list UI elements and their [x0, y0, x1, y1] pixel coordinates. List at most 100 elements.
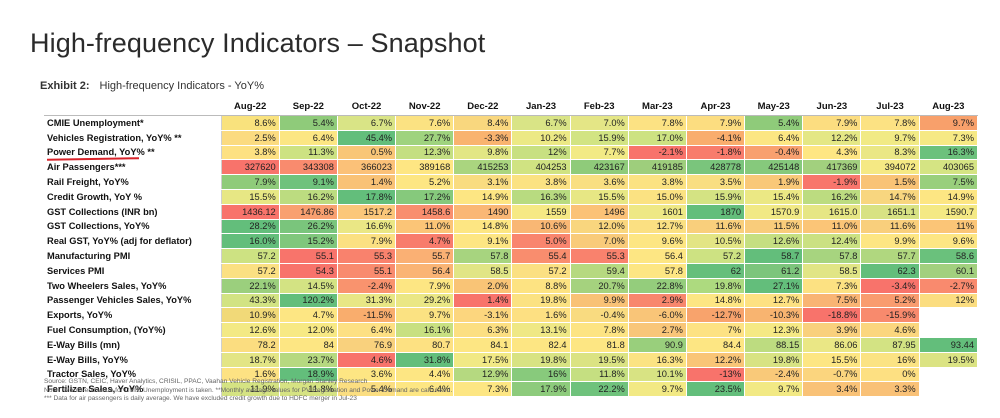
table-cell: 7.8%: [627, 115, 687, 131]
table-cell: 1496: [569, 203, 629, 220]
row-label: Two Wheelers Sales, YoY%: [44, 277, 222, 294]
table-cell: 9.7%: [395, 307, 455, 324]
table-cell: 1490: [453, 203, 513, 220]
table-cell: 9.1%: [278, 174, 338, 190]
exhibit-caption: Exhibit 2: High-frequency Indicators - Yo…: [40, 80, 264, 92]
table-cell: 7.9%: [336, 233, 397, 250]
table-cell: -4.1%: [685, 129, 746, 146]
table-cell: 12.6%: [744, 233, 804, 250]
table-cell: 425148: [744, 159, 804, 176]
table-cell: 27.7%: [395, 129, 455, 146]
table-cell: 120.2%: [278, 292, 338, 309]
table-cell: 7.6%: [395, 115, 455, 131]
table-cell: [918, 322, 979, 338]
table-cell: 13.1%: [511, 322, 571, 338]
column-header: Jun-23: [802, 98, 861, 116]
table-cell: 12.2%: [802, 129, 862, 146]
table-cell: -3.4%: [860, 277, 920, 294]
table-cell: 82.4: [511, 336, 571, 353]
footnote-air-data: *** Data for air passengers is daily ave…: [44, 395, 357, 403]
table-cell: 8.6%: [220, 115, 280, 131]
table-cell: 1.4%: [336, 174, 397, 190]
table-cell: 2.5%: [220, 129, 280, 146]
table-cell: 55.4: [511, 248, 571, 264]
table-cell: 55.1: [278, 248, 338, 264]
table-cell: -1.8%: [685, 144, 746, 161]
table-cell: 5.2%: [860, 292, 920, 309]
table-row: E-Way Bills (mn) 78.2 84 76.9 80.7 84.1 82.4 81…: [44, 336, 979, 353]
table-cell: 29.2%: [395, 292, 455, 309]
table-cell: -3.3%: [453, 129, 513, 146]
exhibit-text: High-frequency Indicators - YoY%: [99, 80, 264, 92]
table-cell: 16.3%: [627, 351, 687, 368]
table-cell: 4.7%: [395, 233, 455, 250]
row-label: Vehicles Registration, YoY% **: [44, 129, 222, 146]
table-cell: 5.4%: [744, 115, 804, 131]
table-cell: 62.3: [860, 262, 920, 279]
table-cell: 43.3%: [220, 292, 280, 309]
table-cell: 16.2%: [802, 188, 862, 205]
table-cell: 4.6%: [336, 351, 397, 368]
table-row: Exports, YoY% 10.9% 4.7% -11.5% 9.7% -3.1% 1.6…: [44, 307, 979, 324]
table-cell: 11.8%: [278, 381, 338, 398]
table-cell: -13%: [685, 366, 746, 383]
table-cell: 57.2: [220, 262, 280, 279]
table-cell: 84.4: [685, 336, 746, 353]
table-cell: 5.2%: [395, 174, 455, 190]
table-cell: 18.7%: [220, 351, 280, 368]
table-cell: 12.3%: [744, 322, 804, 338]
table-cell: 57.7: [860, 248, 920, 264]
table-cell: 57.2: [511, 262, 571, 279]
table-cell: 11.9%: [220, 381, 280, 398]
table-cell: 80.7: [395, 336, 455, 353]
table-cell: -1.9%: [802, 174, 862, 190]
table-cell: 22.2%: [569, 381, 629, 398]
footnote-source: Source: GSTN, CEIC, Haver Analytics, CRI…: [44, 378, 368, 385]
table-cell: 56.4: [627, 248, 687, 264]
table-cell: 3.9%: [802, 322, 862, 338]
row-label: E-Way Bills (mn): [44, 336, 222, 353]
footnotes: Source: GSTN, CEIC, Haver Analytics, CRI…: [44, 378, 452, 404]
table-cell: 366023: [336, 159, 397, 176]
table-cell: 19.5%: [918, 351, 979, 368]
table-cell: 7.0%: [569, 233, 629, 250]
table-cell: 1458.6: [395, 203, 455, 220]
table-cell: 4.7%: [278, 307, 338, 324]
table-cell: 394072: [860, 159, 920, 176]
table-cell: 10.5%: [685, 233, 746, 250]
table-cell: 3.1%: [453, 174, 513, 190]
table-cell: 7.8%: [569, 322, 629, 338]
table-cell: 6.7%: [336, 115, 397, 131]
table-cell: 15.5%: [569, 188, 629, 205]
table-cell: 1.6%: [511, 307, 571, 324]
table-row: GST Collections (INR bn) 1436.12 1476.86 15…: [44, 203, 979, 220]
table-cell: 1.9%: [744, 174, 804, 190]
table-cell: 84: [278, 336, 338, 353]
table-cell: 1615.0: [802, 203, 862, 220]
table-cell: 12.0%: [278, 322, 338, 338]
table-cell: 8.3%: [860, 144, 920, 161]
table-cell: -2.4%: [744, 366, 804, 383]
table-cell: 428778: [685, 159, 746, 176]
table-cell: -2.4%: [336, 277, 397, 294]
table-cell: 6.3%: [453, 322, 513, 338]
table-cell: 12.7%: [627, 218, 687, 235]
table-cell: 4.4%: [395, 366, 455, 383]
column-header: Jul-23: [860, 98, 920, 116]
table-cell: -11.5%: [336, 307, 397, 324]
table-row: Services PMI 57.2 54.3 55.1 56.4 58.5 57.2 59.4…: [44, 262, 979, 279]
table-cell: 58.7: [744, 248, 804, 264]
table-row: Credit Growth, YoY % 15.5% 16.2% 17.8% 17.2%…: [44, 188, 979, 205]
table-cell: 55.3: [569, 248, 629, 264]
row-label: GST Collections, YoY%: [44, 218, 222, 235]
table-cell: -18.8%: [802, 307, 862, 324]
table-cell: 76.9: [336, 336, 397, 353]
table-cell: 12.0%: [569, 218, 629, 235]
table-cell: 87.95: [860, 336, 920, 353]
table-cell: 16.0%: [220, 233, 280, 250]
table-cell: 16.3%: [918, 144, 979, 161]
column-header: Aug-23: [919, 98, 978, 116]
table-cell: [918, 381, 979, 398]
exhibit-label: Exhibit 2:: [40, 80, 90, 92]
table-cell: 61.2: [744, 262, 804, 279]
